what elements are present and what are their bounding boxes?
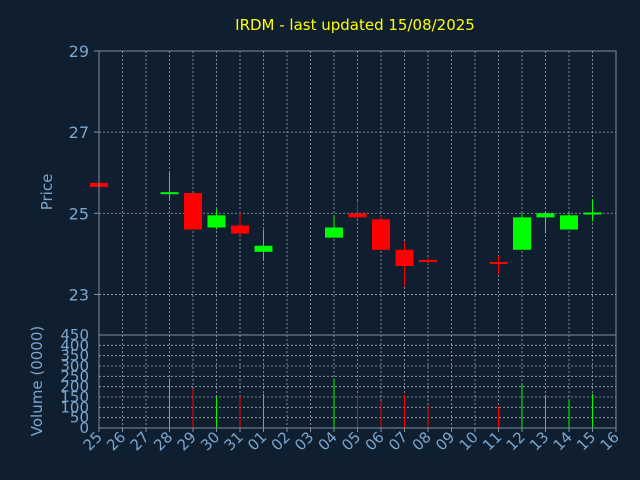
candle: [348, 201, 367, 220]
candle: [536, 211, 555, 234]
volume-tick-label: 350: [60, 347, 89, 365]
volume-tick-label: 450: [60, 326, 89, 344]
price-axis-label: Price: [38, 174, 56, 211]
candle: [419, 257, 437, 264]
candle: [489, 255, 508, 275]
candle-body: [231, 225, 249, 234]
volume-axis-label: Volume (0000): [28, 326, 46, 436]
candle: [160, 172, 179, 202]
candle-body: [372, 219, 390, 250]
volume-tick-label: 100: [60, 398, 89, 416]
candle-body: [583, 212, 602, 215]
candle: [395, 241, 414, 287]
candle-body: [160, 192, 179, 195]
volume-tick-label: 400: [60, 336, 89, 354]
candle-body: [536, 213, 555, 218]
price-tick-label: 27: [69, 123, 89, 142]
candle-body: [348, 213, 367, 218]
candle: [325, 215, 343, 238]
candle-body: [513, 217, 531, 250]
candle-body: [325, 227, 343, 238]
candle: [513, 213, 531, 250]
price-tick-label: 25: [69, 204, 89, 223]
candle-body: [489, 261, 508, 264]
candle-body: [254, 245, 273, 252]
price-tick-label: 23: [69, 285, 89, 304]
candle-body: [419, 259, 437, 262]
chart-title: IRDM - last updated 15/08/2025: [235, 16, 475, 34]
candle-body: [395, 249, 414, 267]
candle-body: [560, 215, 578, 230]
volume-tick-label: 150: [60, 388, 89, 406]
candle: [254, 229, 273, 260]
candle: [583, 199, 602, 222]
candle-body: [207, 215, 226, 228]
volume-tick-label: 200: [60, 378, 89, 396]
volume-tick-label: 0: [79, 419, 89, 437]
volume-bars: [169, 378, 593, 428]
x-axis-label: Day: [332, 457, 362, 475]
volume-tick-label: 50: [70, 409, 89, 427]
candle: [560, 213, 578, 230]
price-candles: [90, 172, 602, 287]
volume-tick-label: 250: [60, 367, 89, 385]
candle: [372, 215, 390, 250]
volume-tick-label: 300: [60, 357, 89, 375]
price-tick-label: 29: [69, 42, 89, 61]
price-grid: [99, 50, 616, 335]
candle: [231, 211, 249, 236]
candle: [207, 209, 226, 230]
candle-body: [184, 193, 202, 230]
candle: [184, 193, 202, 230]
